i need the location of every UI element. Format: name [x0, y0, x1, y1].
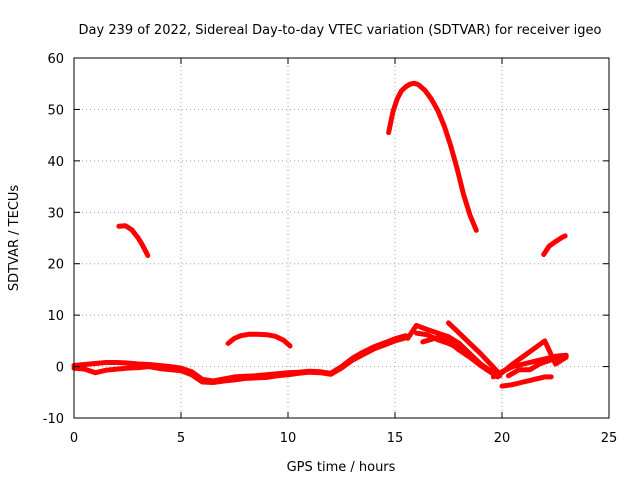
y-tick-label: -10	[43, 412, 64, 427]
grid	[74, 58, 609, 418]
y-tick-label: 20	[47, 258, 64, 273]
y-tick-label: 40	[47, 155, 64, 170]
data-series	[71, 80, 569, 389]
y-axis-label: SDTVAR / TECUs	[7, 185, 22, 292]
series-line-after-20-c	[499, 374, 554, 389]
series-line-after-20-d	[505, 355, 567, 379]
y-tick-label: 0	[56, 361, 64, 376]
series-line-arc-8h	[225, 331, 293, 349]
x-tick-label: 25	[601, 431, 618, 446]
y-tick-label: 30	[47, 206, 64, 221]
y-tick-label: 50	[47, 103, 64, 118]
series-line-spike-15h	[386, 80, 479, 233]
x-tick-label: 0	[70, 431, 78, 446]
series-line-baseline-b	[71, 335, 409, 385]
x-axis-label: GPS time / hours	[287, 460, 396, 475]
series-line-arc-2h	[116, 223, 151, 258]
series-line-arc-22h	[541, 233, 568, 257]
y-tick-label: 60	[47, 52, 64, 67]
y-tick-label: 10	[47, 309, 64, 324]
x-tick-label: 5	[177, 431, 185, 446]
series-line-cluster-c	[446, 320, 503, 377]
series-line-cluster-d	[420, 334, 501, 380]
chart-title: Day 239 of 2022, Sidereal Day-to-day VTE…	[79, 23, 602, 38]
x-tick-label: 20	[494, 431, 511, 446]
axis-ticks: 0 5 10 15 20 25 -10 0 10 20 30 40 50 60	[43, 52, 618, 446]
x-tick-label: 10	[280, 431, 297, 446]
plot-frame	[73, 57, 610, 419]
series-line-after-20-b	[490, 352, 569, 380]
x-tick-label: 15	[387, 431, 404, 446]
